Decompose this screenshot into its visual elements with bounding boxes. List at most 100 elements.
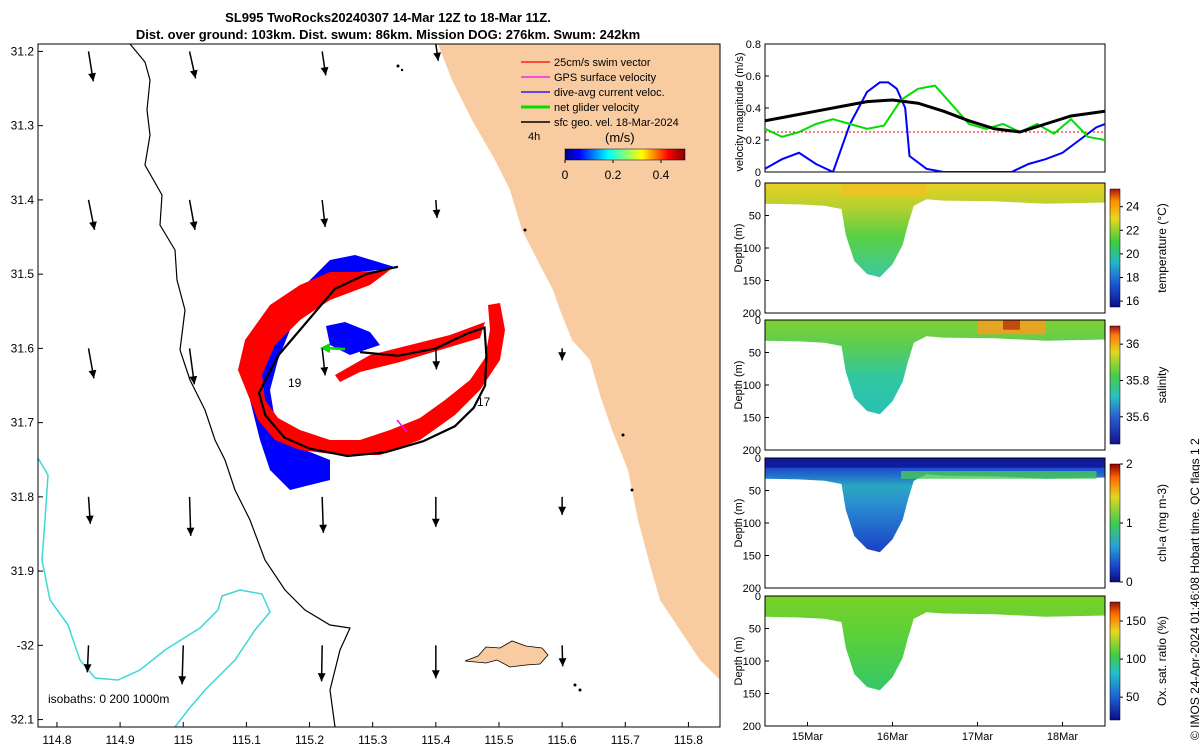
map-ytick-label: 31.6 <box>11 341 35 355</box>
section-ytick-label: 50 <box>749 486 761 498</box>
map-ytick-label: 31.9 <box>11 564 35 578</box>
section-colorbar-label: temperature (°C) <box>1155 203 1169 293</box>
section-ylabel: Depth (m) <box>733 499 745 548</box>
gps-velocity-arrow <box>396 419 408 433</box>
section-colorbar-tick-label: 1 <box>1126 516 1133 530</box>
section-ytick-label: 0 <box>755 591 761 603</box>
section-ylabel: Depth (m) <box>733 224 745 273</box>
map-ytick-label: 31.3 <box>11 119 35 133</box>
map-ytick-label: 31.2 <box>11 44 35 58</box>
section-colorbar-tick-label: 20 <box>1126 247 1140 261</box>
section-low-chl-surface <box>765 458 1105 468</box>
geo-vector-head <box>83 664 92 673</box>
section-colorbar-tick-label: 36 <box>1126 337 1140 351</box>
section-data <box>765 458 1105 553</box>
map-xtick-label: 114.8 <box>42 733 71 747</box>
velocity-ytick-label: 0 <box>755 167 761 179</box>
geo-vector-head <box>558 658 567 667</box>
section-ytick-label: 0 <box>755 315 761 327</box>
geo-vector-head <box>89 221 97 230</box>
velocity-series-diveavg <box>765 81 1105 172</box>
section-xtick-label: 16Mar <box>877 731 909 743</box>
swim-vectors <box>238 270 505 455</box>
section-ytick-label: 200 <box>743 445 761 457</box>
section-colorbar-tick-label: 50 <box>1126 690 1140 704</box>
geo-vector-head <box>320 66 329 76</box>
legend-current: dive-avg current veloc. <box>554 87 665 99</box>
section-colorbar <box>1109 463 1121 583</box>
section-colorbar-tick-label: 24 <box>1126 200 1140 214</box>
section-data <box>765 320 1105 415</box>
section-colorbar-tick-label: 22 <box>1126 223 1140 237</box>
colorbar-tick-label: 0 <box>562 168 569 182</box>
section-colorbar-tick-label: 0 <box>1126 575 1133 589</box>
footer-credit: © IMOS 24-Apr-2024 01:46:08 Hobart time.… <box>1188 438 1200 740</box>
geo-vector-head <box>558 352 567 361</box>
rottnest-island <box>464 640 549 668</box>
section-ytick-label: 200 <box>743 583 761 595</box>
section-chlorophyll-section: 0 50 100 150 200 Depth (m) 0 1 2 chl-a (mg m-3) <box>733 453 1169 595</box>
geo-vector-head <box>189 221 198 230</box>
map-ytick-label: -32 <box>17 638 35 652</box>
legend-geo: sfc geo. vel. 18-Mar-2024 <box>554 117 679 129</box>
section-colorbar <box>1109 601 1121 721</box>
colorbar-label: (m/s) <box>605 130 635 145</box>
section-ytick-label: 50 <box>749 624 761 636</box>
section-xtick-label: 18Mar <box>1047 731 1079 743</box>
geo-vector-head <box>189 375 198 385</box>
track-label-17: 17 <box>477 395 491 409</box>
section-ytick-label: 200 <box>743 721 761 733</box>
velocity-ylabel: velocity magnitude (m/s) <box>734 52 746 171</box>
section-xtick-label: 17Mar <box>962 731 994 743</box>
map-xtick-label: 115.5 <box>484 733 513 747</box>
section-ytick-label: 0 <box>755 178 761 190</box>
section-ytick-label: 0 <box>755 453 761 465</box>
map-xtick-label: 115.7 <box>611 733 640 747</box>
geo-vector-head <box>432 209 441 218</box>
coast-rock <box>621 433 625 437</box>
velocity-series-net <box>765 84 1105 141</box>
map-xtick-label: 115.8 <box>674 733 703 747</box>
colorbar-tick-label: 0.2 <box>605 168 622 182</box>
map-xtick-label: 115.3 <box>358 733 387 747</box>
map-colorbar <box>564 148 686 161</box>
legend-scale-note: 4h <box>528 131 540 143</box>
section-colorbar-label: salinity <box>1155 367 1169 404</box>
track-label-19: 19 <box>288 376 302 390</box>
section-colorbar-label: Ox. sat. ratio (%) <box>1155 616 1169 706</box>
velocity-ytick-label: 0.4 <box>746 103 761 115</box>
isobath-1000m <box>38 457 271 727</box>
section-ytick-label: 150 <box>743 689 761 701</box>
section-ytick-label: 200 <box>743 308 761 320</box>
section-ytick-label: 100 <box>743 656 761 668</box>
velocity-ytick-label: 0.2 <box>746 135 761 147</box>
section-colorbar-tick-label: 35.6 <box>1126 410 1150 424</box>
coast-rock <box>523 228 527 232</box>
section-colorbar-tick-label: 2 <box>1126 457 1133 471</box>
velocity-ytick-label: 0.6 <box>746 71 761 83</box>
velocity-panel: 0 0.2 0.4 0.6 0.8 velocity magnitude (m/s) <box>734 39 1106 179</box>
figure-title-line2: Dist. over ground: 103km. Dist. swum: 86… <box>135 27 641 42</box>
land-mass <box>438 44 720 680</box>
section-ytick-label: 100 <box>743 243 761 255</box>
map-ytick-label: 31.5 <box>11 267 35 281</box>
section-ytick-label: 100 <box>743 380 761 392</box>
geo-vector-head <box>189 69 198 79</box>
coast-rock <box>396 64 400 68</box>
geo-vector-head <box>433 52 441 61</box>
isobath-200m <box>129 44 351 727</box>
section-warm-surface <box>841 183 927 196</box>
map-legend: 25cm/s swim vector GPS surface velocity … <box>521 57 686 182</box>
section-salinity-section: 0 50 100 150 200 Depth (m) 35.6 35.8 36 salinity <box>733 315 1169 457</box>
section-ytick-label: 150 <box>743 551 761 563</box>
glider-track <box>257 265 488 458</box>
map-ytick-label: 32.1 <box>11 713 35 727</box>
section-oxygen-saturation-section: 0 50 100 150 200 Depth (m) 50 100 150 Ox. sat. ra… <box>733 591 1169 743</box>
geo-vector-head <box>431 518 440 527</box>
section-salinity-max <box>1003 320 1020 330</box>
dive-current-vectors-inner <box>326 322 380 355</box>
coast-rock <box>630 488 634 492</box>
net-velocity-arrowhead <box>320 343 330 353</box>
geo-vector-head <box>178 676 187 685</box>
